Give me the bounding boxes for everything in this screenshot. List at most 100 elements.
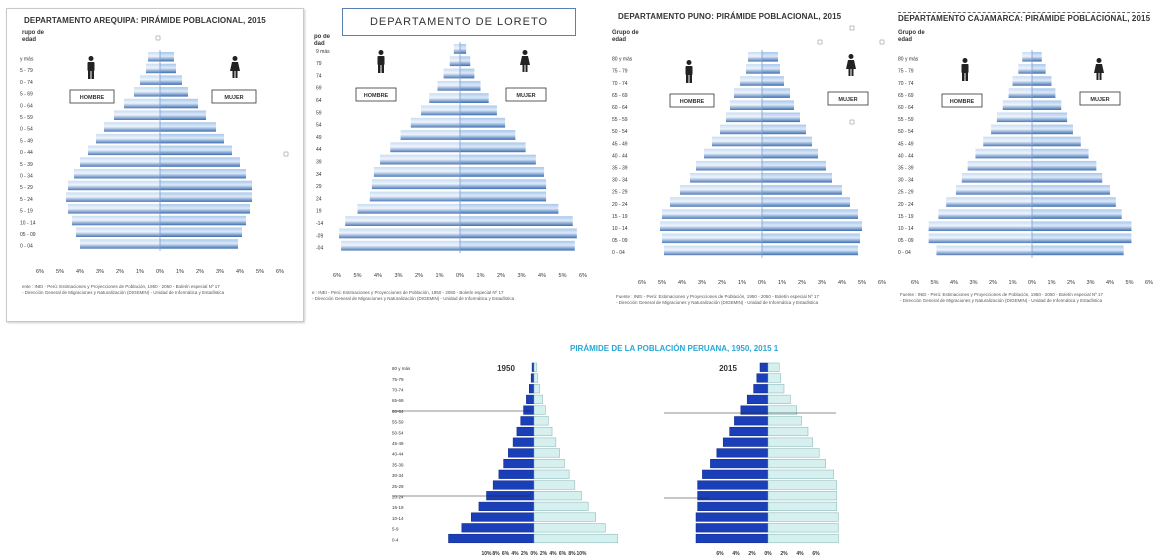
age-tick-label: 50-54 xyxy=(392,430,404,435)
male-bar xyxy=(734,88,762,98)
male-person-icon xyxy=(87,56,95,79)
age-tick-label: 60 - 64 xyxy=(612,105,628,111)
female-bar xyxy=(1032,76,1052,86)
female-legend-label: MUJER xyxy=(516,93,535,99)
age-tick-label: 60-64 xyxy=(392,409,404,414)
male-bar xyxy=(697,480,769,490)
age-tick-label: 5 - 49 xyxy=(20,138,33,144)
female-legend-label: MUJER xyxy=(838,97,857,103)
x-tick-label: 6% xyxy=(276,269,284,275)
age-tick-label: 0 - 34 xyxy=(20,174,33,180)
male-bar xyxy=(695,523,769,533)
female-bar xyxy=(767,405,798,415)
female-bar xyxy=(767,469,834,479)
male-bar xyxy=(936,245,1032,256)
female-bar xyxy=(1032,185,1110,195)
x-tick-label: 8% xyxy=(568,551,576,557)
age-tick-label: 79 xyxy=(316,61,322,67)
male-bar xyxy=(730,100,762,110)
male-bar xyxy=(1022,52,1032,62)
male-legend-label: HOMBRE xyxy=(680,99,705,105)
male-legend-box xyxy=(69,89,115,104)
age-tick-label: 65-69 xyxy=(392,398,404,403)
age-tick-label: 0 - 54 xyxy=(20,127,33,133)
age-tick-label: 05 - 09 xyxy=(612,238,628,244)
female-bar xyxy=(767,362,780,372)
female-bar xyxy=(460,130,516,140)
x-tick-label: 3% xyxy=(216,269,224,275)
female-bar xyxy=(1032,112,1068,123)
female-bar xyxy=(533,437,557,447)
female-bar xyxy=(767,459,826,469)
subtitle-1950: 1950 xyxy=(497,364,515,373)
x-tick-label: 5% xyxy=(256,269,264,275)
x-tick-label: 6% xyxy=(502,551,510,557)
age-tick-label: 60 - 64 xyxy=(898,105,914,111)
male-bar xyxy=(680,185,762,195)
x-tick-label: 0% xyxy=(764,551,772,557)
x-tick-label: 4% xyxy=(1106,280,1114,286)
age-tick-label: 10 - 14 xyxy=(612,226,628,232)
x-tick-label: 4% xyxy=(76,269,84,275)
male-bar xyxy=(716,448,769,458)
male-bar xyxy=(88,145,160,156)
age-tick-label: 5 - 79 xyxy=(20,68,33,74)
male-person-icon xyxy=(685,60,693,83)
x-tick-label: 1% xyxy=(136,269,144,275)
age-tick-label: 74 xyxy=(316,73,322,79)
female-bar xyxy=(460,216,573,226)
female-bar xyxy=(1032,173,1103,183)
x-tick-label: 4% xyxy=(236,269,244,275)
puno-source: Fuente : INEI - Perú: Estimaciones y Pro… xyxy=(616,294,820,305)
male-bar xyxy=(664,245,762,256)
female-bar xyxy=(160,63,176,74)
male-bar xyxy=(991,124,1032,135)
x-tick-label: 5% xyxy=(354,273,362,279)
age-tick-label: 0 - 44 xyxy=(20,150,33,156)
female-bar xyxy=(762,197,850,207)
male-bar xyxy=(662,233,762,244)
female-bar xyxy=(533,480,576,490)
female-bar xyxy=(762,173,832,183)
male-bar xyxy=(339,228,460,239)
female-bar xyxy=(1032,88,1056,98)
female-bar xyxy=(460,117,506,128)
male-bar xyxy=(726,112,762,123)
age-tick-label: 40 - 44 xyxy=(898,153,914,159)
age-tick-label: 50 - 54 xyxy=(898,129,914,135)
female-bar xyxy=(767,480,838,490)
female-bar xyxy=(533,491,582,501)
female-bar xyxy=(1032,233,1132,244)
male-bar xyxy=(704,148,762,159)
female-legend-label: MUJER xyxy=(1090,97,1109,103)
male-bar xyxy=(68,204,160,214)
male-bar xyxy=(660,221,762,231)
female-bar xyxy=(762,221,862,231)
age-tick-label: 0 - 64 xyxy=(20,103,33,109)
male-bar xyxy=(928,221,1032,231)
age-tick-label: 55-59 xyxy=(392,420,404,425)
age-tick-label: 5 - 69 xyxy=(20,92,33,98)
female-bar xyxy=(460,191,547,202)
male-bar xyxy=(759,362,769,372)
female-person-icon xyxy=(846,54,856,76)
female-bar xyxy=(762,76,784,86)
age-tick-label: 34 xyxy=(316,172,322,178)
age-tick-label: 55 - 59 xyxy=(898,117,914,123)
male-bar xyxy=(520,416,535,426)
age-tick-label: 25-29 xyxy=(392,484,404,489)
male-bar xyxy=(1012,76,1032,86)
male-bar xyxy=(148,52,160,62)
female-bar xyxy=(160,227,242,237)
age-tick-label: 29 xyxy=(316,184,322,190)
age-tick-label: 45 - 49 xyxy=(612,141,628,147)
male-bar xyxy=(390,142,460,153)
female-bar xyxy=(160,110,206,120)
female-bar xyxy=(160,204,250,214)
female-bar xyxy=(1032,136,1081,147)
female-bar xyxy=(160,145,232,156)
male-bar xyxy=(529,384,535,394)
age-tick-label: 5 - 29 xyxy=(20,185,33,191)
female-bar xyxy=(762,245,858,256)
